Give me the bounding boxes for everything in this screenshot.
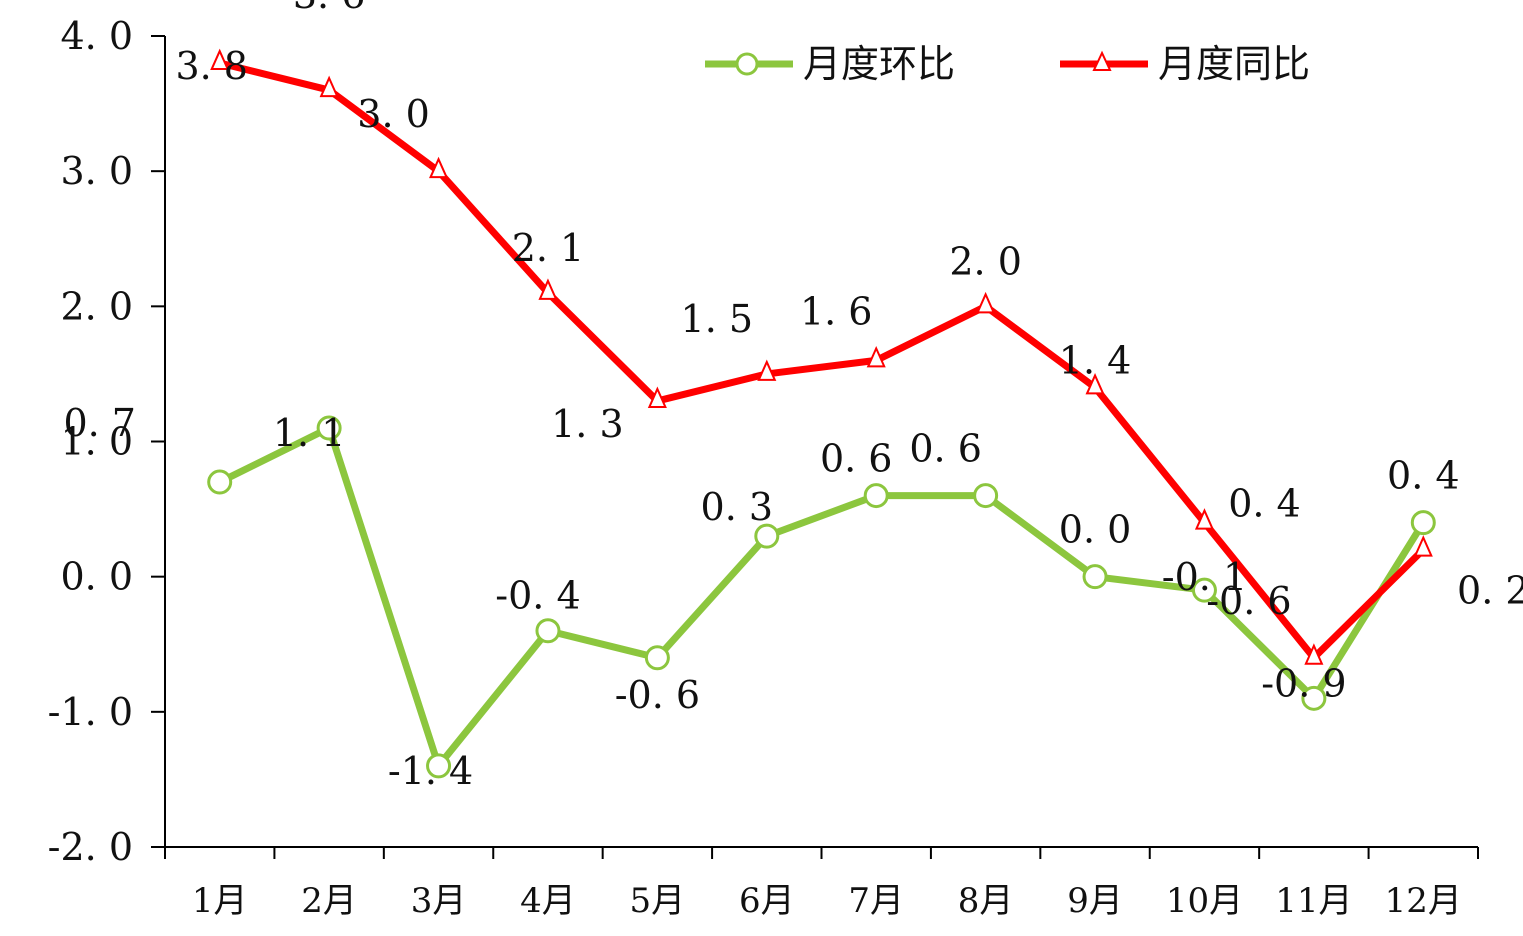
data-label: 1. 5 [681, 297, 754, 341]
y-tick-label: -1. 0 [48, 690, 133, 734]
legend-label: 月度同比 [1158, 42, 1310, 86]
data-point [1194, 508, 1214, 530]
x-tick-label: 6月 [739, 881, 795, 921]
x-tick-label: 7月 [848, 881, 904, 921]
data-label: 0. 4 [1228, 482, 1301, 526]
data-point [973, 483, 999, 509]
data-label: -0. 9 [1261, 661, 1346, 705]
data-label: -0. 4 [495, 574, 580, 618]
y-axis-ticks: 4. 0 3. 0 2. 0 1. 0 0. 0 -1. 0 -2. 0 [48, 14, 165, 869]
legend-marker [735, 52, 759, 76]
y-tick-label: 3. 0 [60, 149, 133, 193]
data-label: 2. 1 [512, 226, 585, 270]
data-point [866, 345, 886, 368]
x-tick-label: 9月 [1067, 881, 1123, 921]
data-point [644, 645, 670, 671]
legend: 月度环比 月度同比 [705, 42, 1310, 86]
x-tick-label: 12月 [1385, 881, 1462, 921]
data-point [1304, 643, 1324, 665]
data-point [1413, 535, 1433, 557]
data-label-layer: 0. 7 1. 1-1. 4-0. 4-0. 60. 30. 6 0. 60. 0-… [63, 0, 1523, 793]
series-line [216, 424, 1427, 770]
series-layer [207, 48, 1436, 779]
data-point [1301, 685, 1327, 711]
data-label: 0. 6 [820, 437, 893, 481]
x-tick-label: 10月 [1166, 881, 1243, 921]
y-tick-label: 4. 0 [60, 14, 133, 58]
data-point [754, 523, 780, 549]
data-point [757, 359, 777, 381]
data-label: 0. 6 [909, 427, 982, 471]
y-tick-label: 1. 0 [60, 420, 133, 464]
data-point [976, 291, 996, 314]
legend-marker [1092, 50, 1112, 71]
data-point [210, 48, 230, 71]
data-point [207, 469, 233, 495]
y-tick-label: 0. 0 [60, 555, 133, 599]
x-tick-label: 5月 [630, 881, 686, 921]
data-point [538, 278, 558, 300]
data-point [1085, 372, 1105, 395]
x-tick-label: 2月 [301, 881, 357, 921]
data-label: -0. 6 [1206, 579, 1291, 623]
data-label: 3. 6 [293, 0, 366, 17]
data-point [1082, 564, 1108, 590]
data-point [535, 618, 561, 644]
legend-item: 月度同比 [1060, 42, 1310, 86]
legend-label: 月度环比 [803, 42, 955, 86]
series-mom [207, 415, 1436, 779]
data-point [1410, 510, 1436, 536]
data-label: 3. 8 [175, 44, 248, 88]
data-label: 1. 6 [800, 289, 873, 333]
data-label: -1. 4 [388, 749, 473, 793]
data-label: 2. 0 [949, 239, 1022, 283]
data-point [863, 483, 889, 509]
x-axis-ticks: 1月 2月 3月 4月 5月 6月 7月 8月 9月 10月 11月 12月 [164, 847, 1479, 921]
data-label: 0. 3 [701, 485, 774, 529]
data-label: 1. 1 [273, 411, 346, 455]
series-yoy [210, 48, 1433, 665]
data-point [319, 75, 339, 98]
data-label: 1. 4 [1059, 338, 1132, 382]
data-point [429, 156, 449, 179]
data-label: 1. 3 [551, 402, 624, 446]
data-label: -0. 1 [1162, 555, 1247, 599]
data-label: 0. 2 [1457, 569, 1523, 613]
data-point [316, 415, 342, 441]
x-tick-label: 4月 [520, 881, 576, 921]
x-tick-label: 1月 [192, 881, 248, 921]
data-label: 3. 0 [357, 92, 430, 136]
y-tick-label: -2. 0 [48, 825, 133, 869]
legend-item: 月度环比 [705, 42, 955, 86]
data-label: 0. 7 [63, 401, 136, 445]
x-tick-label: 3月 [411, 881, 467, 921]
y-tick-label: 2. 0 [60, 284, 133, 328]
series-line [216, 59, 1427, 662]
data-point [647, 386, 667, 408]
data-label: 0. 0 [1059, 508, 1132, 552]
x-tick-label: 8月 [958, 881, 1014, 921]
x-tick-label: 11月 [1275, 881, 1352, 921]
data-label: -0. 6 [615, 673, 700, 717]
data-label: 0. 4 [1387, 454, 1460, 498]
data-point [426, 753, 452, 779]
data-point [1191, 577, 1217, 603]
